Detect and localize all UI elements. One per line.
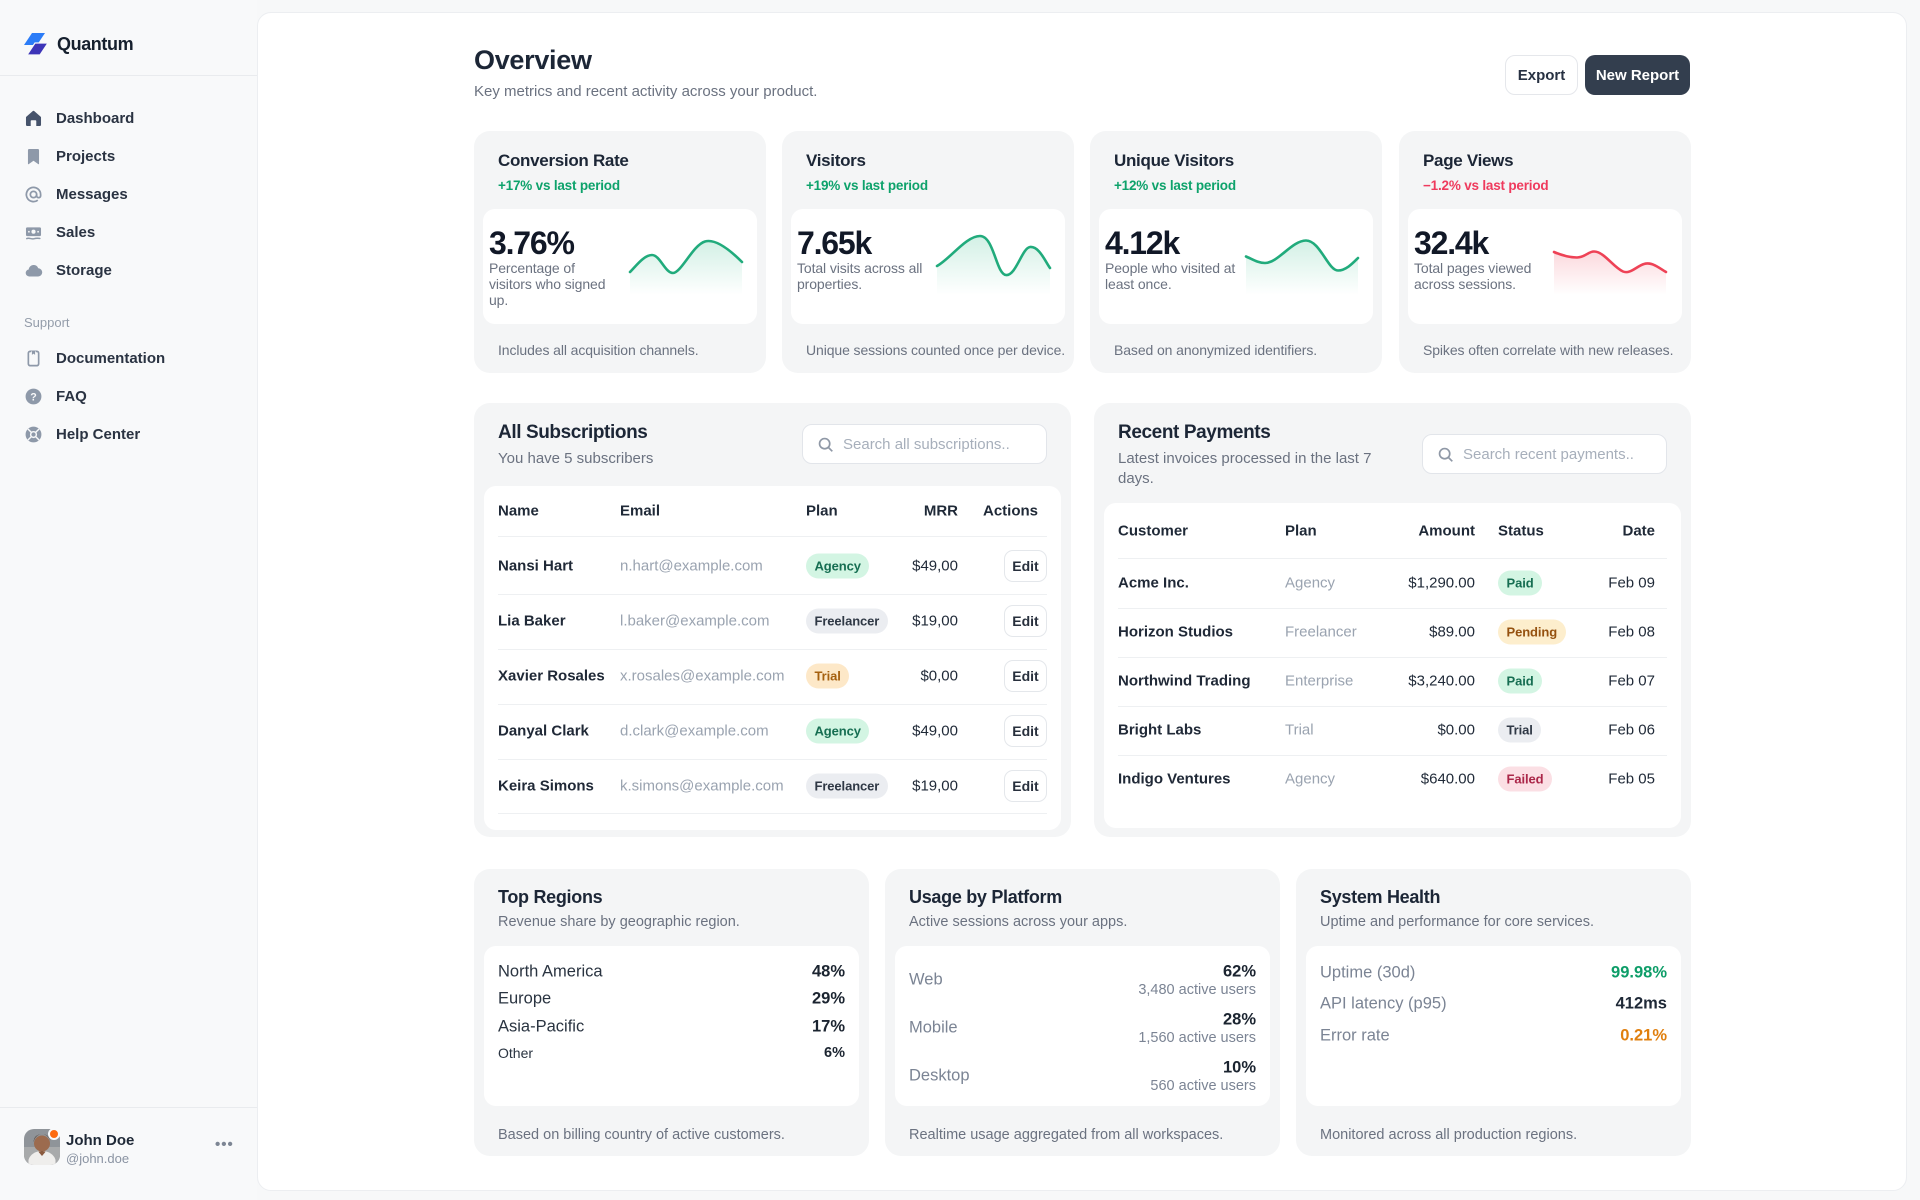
- svg-text:?: ?: [30, 391, 37, 403]
